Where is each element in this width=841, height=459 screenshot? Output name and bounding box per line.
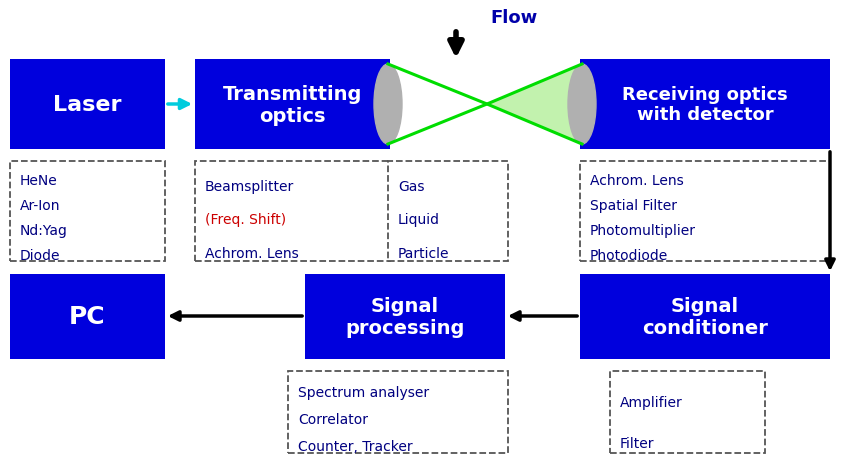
Text: Beamsplitter: Beamsplitter (205, 179, 294, 194)
FancyBboxPatch shape (610, 371, 765, 453)
Text: Photomultiplier: Photomultiplier (590, 223, 696, 237)
Text: Nd:Yag: Nd:Yag (20, 223, 68, 237)
Text: PC: PC (69, 305, 106, 329)
FancyBboxPatch shape (388, 162, 508, 262)
FancyBboxPatch shape (195, 60, 390, 150)
Text: Spatial Filter: Spatial Filter (590, 198, 677, 212)
FancyBboxPatch shape (305, 274, 505, 359)
Text: Achrom. Lens: Achrom. Lens (590, 174, 684, 187)
Text: Particle: Particle (398, 246, 450, 260)
Ellipse shape (568, 65, 596, 145)
Text: HeNe: HeNe (20, 174, 58, 187)
Text: Filter: Filter (620, 436, 654, 450)
Text: Ar-Ion: Ar-Ion (20, 198, 61, 212)
Text: Counter, Tracker: Counter, Tracker (298, 439, 413, 453)
Text: Flow: Flow (490, 9, 537, 27)
FancyBboxPatch shape (10, 60, 165, 150)
Text: Achrom. Lens: Achrom. Lens (205, 246, 299, 260)
Text: Liquid: Liquid (398, 213, 440, 227)
Text: Transmitting
optics: Transmitting optics (223, 84, 362, 125)
Ellipse shape (374, 65, 402, 145)
FancyBboxPatch shape (10, 162, 165, 262)
Text: Spectrum analyser: Spectrum analyser (298, 385, 429, 398)
Text: Photodiode: Photodiode (590, 248, 669, 262)
FancyBboxPatch shape (580, 162, 830, 262)
Text: Amplifier: Amplifier (620, 395, 683, 409)
Text: Correlator: Correlator (298, 412, 368, 426)
Text: Signal
conditioner: Signal conditioner (642, 297, 768, 337)
FancyBboxPatch shape (195, 162, 390, 262)
FancyBboxPatch shape (10, 274, 165, 359)
FancyBboxPatch shape (580, 60, 830, 150)
Text: Receiving optics
with detector: Receiving optics with detector (622, 85, 788, 124)
Text: Diode: Diode (20, 248, 61, 262)
Text: (Freq. Shift): (Freq. Shift) (205, 213, 286, 227)
FancyBboxPatch shape (288, 371, 508, 453)
Text: Signal
processing: Signal processing (346, 297, 465, 337)
Text: Laser: Laser (53, 95, 122, 115)
FancyBboxPatch shape (580, 274, 830, 359)
Polygon shape (487, 65, 582, 145)
Text: Gas: Gas (398, 179, 425, 194)
